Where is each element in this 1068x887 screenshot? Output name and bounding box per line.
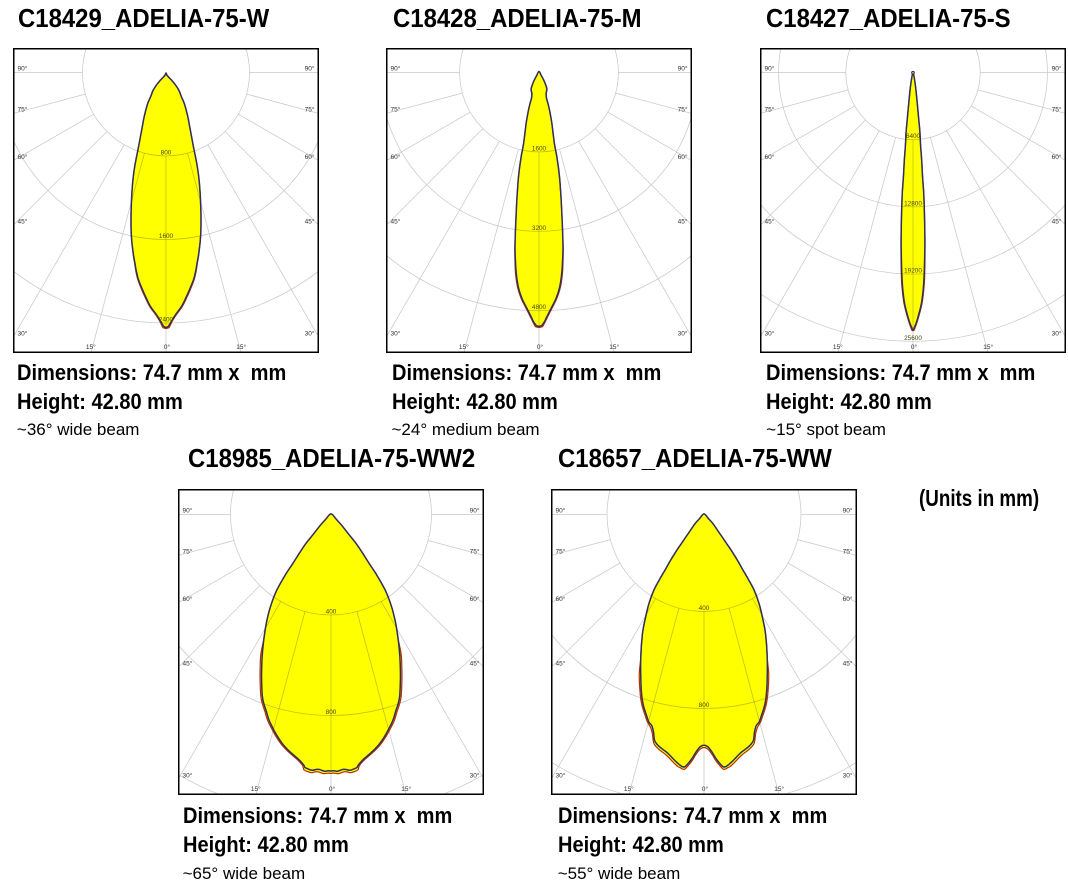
- svg-text:75°: 75°: [843, 548, 853, 556]
- svg-text:60°: 60°: [677, 153, 687, 161]
- svg-text:90°: 90°: [765, 64, 775, 72]
- svg-text:60°: 60°: [183, 595, 193, 603]
- svg-text:30°: 30°: [677, 329, 687, 337]
- svg-text:60°: 60°: [843, 595, 853, 603]
- svg-text:75°: 75°: [304, 105, 314, 113]
- svg-text:30°: 30°: [390, 329, 400, 337]
- svg-text:800: 800: [326, 709, 337, 716]
- svg-text:15°: 15°: [983, 343, 993, 351]
- svg-text:6400: 6400: [906, 133, 921, 140]
- svg-text:45°: 45°: [470, 660, 480, 668]
- svg-text:75°: 75°: [556, 548, 566, 556]
- svg-text:30°: 30°: [1052, 329, 1062, 337]
- svg-text:75°: 75°: [677, 105, 687, 113]
- svg-text:75°: 75°: [1052, 105, 1062, 113]
- svg-text:45°: 45°: [183, 660, 193, 668]
- svg-text:400: 400: [699, 605, 710, 612]
- svg-text:30°: 30°: [765, 329, 775, 337]
- svg-text:45°: 45°: [390, 217, 400, 225]
- svg-text:60°: 60°: [390, 153, 400, 161]
- svg-text:45°: 45°: [1052, 217, 1062, 225]
- svg-text:0°: 0°: [702, 785, 709, 793]
- svg-text:90°: 90°: [17, 64, 27, 72]
- svg-text:19200: 19200: [904, 267, 922, 274]
- svg-text:90°: 90°: [556, 506, 566, 514]
- svg-text:12800: 12800: [904, 200, 922, 207]
- svg-text:30°: 30°: [556, 772, 566, 780]
- svg-text:2400: 2400: [158, 316, 173, 323]
- svg-text:30°: 30°: [843, 772, 853, 780]
- svg-text:45°: 45°: [843, 660, 853, 668]
- svg-text:75°: 75°: [765, 105, 775, 113]
- svg-text:0°: 0°: [911, 343, 918, 351]
- svg-text:60°: 60°: [470, 595, 480, 603]
- svg-text:90°: 90°: [1052, 64, 1062, 72]
- svg-text:45°: 45°: [17, 217, 27, 225]
- svg-text:75°: 75°: [17, 105, 27, 113]
- svg-text:90°: 90°: [470, 506, 480, 514]
- svg-text:75°: 75°: [470, 548, 480, 556]
- svg-text:30°: 30°: [470, 772, 480, 780]
- svg-text:90°: 90°: [677, 64, 687, 72]
- svg-text:15°: 15°: [833, 343, 843, 351]
- svg-text:0°: 0°: [329, 785, 336, 793]
- svg-text:4800: 4800: [531, 304, 546, 311]
- svg-text:15°: 15°: [85, 343, 95, 351]
- svg-text:15°: 15°: [624, 785, 634, 793]
- svg-text:15°: 15°: [458, 343, 468, 351]
- svg-text:45°: 45°: [556, 660, 566, 668]
- svg-text:60°: 60°: [17, 153, 27, 161]
- svg-text:90°: 90°: [390, 64, 400, 72]
- svg-text:15°: 15°: [402, 785, 412, 793]
- svg-text:60°: 60°: [765, 153, 775, 161]
- svg-text:45°: 45°: [765, 217, 775, 225]
- svg-text:75°: 75°: [183, 548, 193, 556]
- svg-text:800: 800: [160, 149, 171, 156]
- svg-text:75°: 75°: [390, 105, 400, 113]
- svg-text:45°: 45°: [304, 217, 314, 225]
- svg-text:1600: 1600: [158, 233, 173, 240]
- svg-text:3200: 3200: [531, 224, 546, 231]
- svg-text:45°: 45°: [677, 217, 687, 225]
- svg-text:15°: 15°: [775, 785, 785, 793]
- svg-text:30°: 30°: [17, 329, 27, 337]
- svg-text:90°: 90°: [304, 64, 314, 72]
- svg-text:30°: 30°: [183, 772, 193, 780]
- svg-text:90°: 90°: [843, 506, 853, 514]
- svg-text:15°: 15°: [236, 343, 246, 351]
- svg-text:15°: 15°: [251, 785, 261, 793]
- svg-text:0°: 0°: [536, 343, 543, 351]
- svg-text:30°: 30°: [304, 329, 314, 337]
- svg-text:1600: 1600: [531, 145, 546, 152]
- svg-text:90°: 90°: [183, 506, 193, 514]
- svg-text:60°: 60°: [304, 153, 314, 161]
- svg-text:60°: 60°: [556, 595, 566, 603]
- svg-text:800: 800: [699, 702, 710, 709]
- svg-text:0°: 0°: [163, 343, 170, 351]
- svg-text:15°: 15°: [609, 343, 619, 351]
- svg-text:25600: 25600: [904, 334, 922, 341]
- svg-text:60°: 60°: [1052, 153, 1062, 161]
- svg-text:400: 400: [326, 609, 337, 616]
